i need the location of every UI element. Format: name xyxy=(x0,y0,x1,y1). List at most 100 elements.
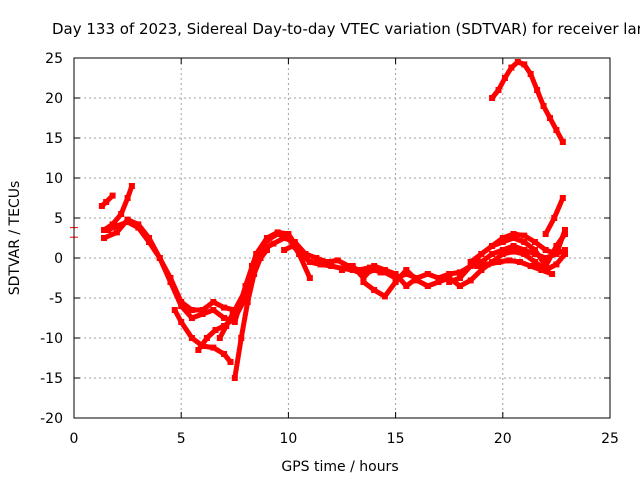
data-point xyxy=(381,293,388,300)
x-tick-label: 5 xyxy=(177,431,186,447)
data-point xyxy=(538,267,545,273)
data-point xyxy=(467,263,474,269)
x-tick-label: 0 xyxy=(70,431,79,447)
tick-labels: 0 5 10 15 20 25 -20 -15 -10 -5 0 5 10 15 20 25 xyxy=(40,51,619,447)
data-point xyxy=(199,311,206,317)
data-point xyxy=(113,229,120,236)
data-point xyxy=(474,263,481,269)
y-tick-label: -5 xyxy=(49,291,63,307)
data-point xyxy=(521,251,528,257)
data-point xyxy=(546,115,553,121)
data-point xyxy=(229,311,236,317)
data-point xyxy=(510,235,517,241)
series-arc-17 xyxy=(489,59,566,145)
data-point xyxy=(527,71,534,77)
y-axis-label: SDTVAR / TECUs xyxy=(7,181,23,296)
axis-ticks xyxy=(73,57,611,419)
data-point xyxy=(156,255,163,261)
x-axis-label: GPS time / hours xyxy=(281,459,398,475)
series-arc-4 xyxy=(105,219,303,325)
data-point xyxy=(531,247,538,253)
data-point xyxy=(495,87,502,93)
data-point xyxy=(291,239,298,245)
data-point xyxy=(109,192,116,199)
data-point xyxy=(446,279,453,285)
data-point xyxy=(360,271,367,277)
data-point xyxy=(456,275,463,281)
data-point xyxy=(178,319,185,325)
data-point xyxy=(285,231,292,237)
data-point xyxy=(499,247,506,253)
data-point xyxy=(199,307,206,313)
data-point xyxy=(456,269,463,276)
data-point xyxy=(360,279,367,285)
data-point xyxy=(499,251,506,257)
data-point xyxy=(101,235,108,241)
data-point xyxy=(403,271,410,277)
data-point xyxy=(521,232,528,239)
data-point xyxy=(98,203,105,209)
data-point xyxy=(553,127,560,133)
y-tick-label: 5 xyxy=(54,211,63,227)
data-point xyxy=(484,261,491,268)
data-point xyxy=(527,263,534,269)
data-point xyxy=(171,307,178,313)
series-arc-12 xyxy=(339,263,421,289)
data-point xyxy=(508,64,515,71)
data-point xyxy=(289,243,296,249)
y-tick-label: 20 xyxy=(45,91,63,107)
data-point xyxy=(248,263,255,269)
grid xyxy=(74,58,610,418)
data-point xyxy=(553,251,560,257)
data-point xyxy=(514,59,521,65)
data-point xyxy=(446,271,453,277)
data-point xyxy=(403,283,410,289)
data-point xyxy=(188,307,195,313)
data-point xyxy=(263,235,270,241)
data-point xyxy=(274,229,281,236)
data-point xyxy=(403,267,410,273)
data-point xyxy=(259,247,266,253)
data-point xyxy=(328,263,335,269)
data-point xyxy=(549,271,556,277)
data-point xyxy=(506,257,513,264)
data-point xyxy=(424,271,431,277)
series-arc-15 xyxy=(474,257,556,277)
data-point xyxy=(242,283,249,289)
data-point xyxy=(113,223,120,229)
data-point xyxy=(510,231,517,237)
y-tick-label: -20 xyxy=(40,411,63,427)
data-point xyxy=(124,219,131,225)
data-point xyxy=(313,255,320,261)
data-point xyxy=(510,248,517,255)
data-point xyxy=(109,221,116,228)
data-point xyxy=(188,315,195,321)
data-point xyxy=(231,307,238,313)
series-layer xyxy=(98,59,568,381)
data-point xyxy=(221,351,228,357)
data-point xyxy=(534,87,541,93)
series-arc-16 xyxy=(542,195,566,237)
data-point xyxy=(231,375,238,381)
data-point xyxy=(334,257,341,264)
data-point xyxy=(242,295,249,301)
data-point xyxy=(561,247,568,253)
data-point xyxy=(227,359,234,365)
data-point xyxy=(317,261,324,268)
data-point xyxy=(392,275,399,281)
data-point xyxy=(146,239,153,245)
data-point xyxy=(135,221,142,228)
data-point xyxy=(531,259,538,265)
data-point xyxy=(371,287,378,293)
x-tick-label: 20 xyxy=(494,431,512,447)
data-point xyxy=(561,251,568,257)
data-point xyxy=(298,251,305,257)
data-point xyxy=(553,261,560,268)
data-point xyxy=(251,271,258,277)
data-point xyxy=(188,335,195,341)
data-point xyxy=(339,267,345,273)
data-point xyxy=(559,195,566,201)
data-point xyxy=(478,251,485,257)
data-point xyxy=(349,267,356,273)
x-tick-label: 15 xyxy=(387,431,405,447)
